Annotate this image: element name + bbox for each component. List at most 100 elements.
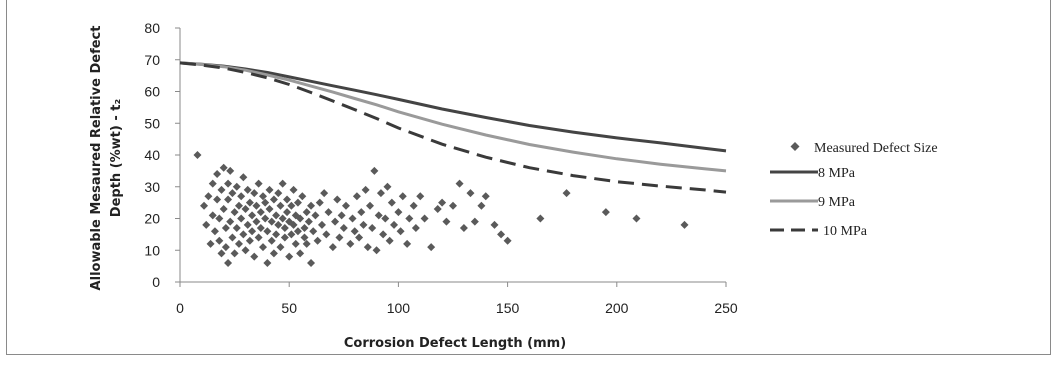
scatter-point — [324, 208, 333, 217]
scatter-point — [219, 163, 228, 172]
scatter-point — [601, 208, 610, 217]
scatter-point — [315, 198, 324, 207]
scatter-point — [258, 192, 267, 201]
scatter-point — [409, 201, 418, 210]
scatter-point — [322, 230, 331, 239]
scatter-point — [304, 217, 313, 226]
scatter-point — [379, 230, 388, 239]
scatter-point — [497, 230, 506, 239]
scatter-point — [226, 217, 235, 226]
scatter-point — [280, 233, 289, 242]
scatter-point — [239, 230, 248, 239]
plot-area: 0 10 20 30 40 50 60 70 80 0 50 100 150 200 250 — [144, 20, 737, 316]
scatter-point — [278, 179, 287, 188]
scatter-point — [383, 182, 392, 191]
scatter-point — [331, 217, 340, 226]
scatter-point — [333, 195, 342, 204]
scatter-point — [374, 211, 383, 220]
scatter-point — [265, 185, 274, 194]
scatter-point — [337, 211, 346, 220]
x-tick-label: 200 — [605, 300, 629, 316]
legend-label-9mpa: 9 MPa — [818, 195, 856, 210]
scatter-point — [224, 258, 233, 267]
scatter-point — [243, 185, 252, 194]
scatter-point — [219, 204, 228, 213]
scatter-point — [420, 214, 429, 223]
scatter-point — [346, 239, 355, 248]
scatter-point — [368, 224, 377, 233]
scatter-point — [248, 211, 257, 220]
legend-item-8mpa: 8 MPa — [770, 166, 856, 181]
scatter-point — [403, 239, 412, 248]
scatter-point — [239, 173, 248, 182]
scatter-point — [276, 201, 285, 210]
scatter-point — [341, 201, 350, 210]
scatter-point — [193, 151, 202, 159]
scatter-point — [204, 192, 213, 201]
y-tick-label: 40 — [144, 147, 160, 163]
scatter-point — [296, 214, 305, 223]
scatter-point — [234, 239, 243, 248]
scatter-point — [245, 236, 254, 245]
scatter-point — [263, 227, 272, 236]
scatter-point — [376, 189, 385, 198]
scatter-point — [280, 224, 289, 233]
scatter-point — [256, 208, 265, 217]
y-tick-label: 70 — [144, 52, 160, 68]
scatter-point — [226, 166, 235, 175]
scatter-point — [302, 239, 311, 248]
scatter-point — [245, 198, 254, 207]
scatter-point — [442, 217, 451, 226]
scatter-point — [438, 198, 447, 207]
x-tick-label: 250 — [714, 300, 738, 316]
scatter-point — [298, 192, 307, 201]
scatter-point — [366, 201, 375, 210]
series-line-10-mpa — [179, 61, 727, 194]
scatter-point — [390, 220, 399, 229]
scatter-point — [263, 258, 272, 267]
y-tick-label: 60 — [144, 84, 160, 100]
scatter-point — [241, 204, 250, 213]
scatter-point — [237, 214, 246, 223]
scatter-point — [232, 224, 241, 233]
scatter-point — [291, 239, 300, 248]
scatter-point — [536, 214, 545, 223]
scatter-point — [237, 192, 246, 201]
scatter-point — [241, 246, 250, 255]
scatter-point — [309, 227, 318, 236]
legend-item-measured: Measured Defect Size — [790, 141, 938, 156]
scatter-point — [261, 214, 270, 223]
scatter-point — [217, 249, 226, 258]
scatter-point — [293, 227, 302, 236]
y-tick-label: 30 — [144, 179, 160, 195]
scatter-point — [213, 170, 222, 179]
scatter-point — [213, 195, 222, 204]
y-tick-label: 20 — [144, 211, 160, 227]
scatter-point — [243, 220, 252, 229]
scatter-point — [398, 192, 407, 201]
scatter-point — [206, 239, 215, 248]
scatter-point — [293, 198, 302, 207]
scatter-point — [234, 201, 243, 210]
scatter-point — [328, 243, 337, 252]
scatter-point — [289, 185, 298, 194]
scatter-point — [228, 233, 237, 242]
scatter-point — [208, 179, 217, 188]
scatter-point — [320, 189, 329, 198]
scatter-point — [269, 195, 278, 204]
scatter-point — [217, 185, 226, 194]
scatter-point — [224, 195, 233, 204]
scatter-point — [427, 243, 436, 252]
scatter-point — [287, 230, 296, 239]
scatter-point — [276, 243, 285, 252]
scatter-point — [258, 243, 267, 252]
scatter-point — [387, 198, 396, 207]
legend-label-10mpa: 10 MPa — [823, 224, 868, 239]
scatter-point — [267, 217, 276, 226]
scatter-point — [202, 220, 211, 229]
scatter-point — [381, 214, 390, 223]
scatter-point — [230, 249, 239, 258]
legend: Measured Defect Size 8 MPa 9 MPa 10 MPa — [770, 141, 938, 239]
scatter-point — [272, 230, 281, 239]
x-tick-label: 0 — [176, 300, 184, 316]
